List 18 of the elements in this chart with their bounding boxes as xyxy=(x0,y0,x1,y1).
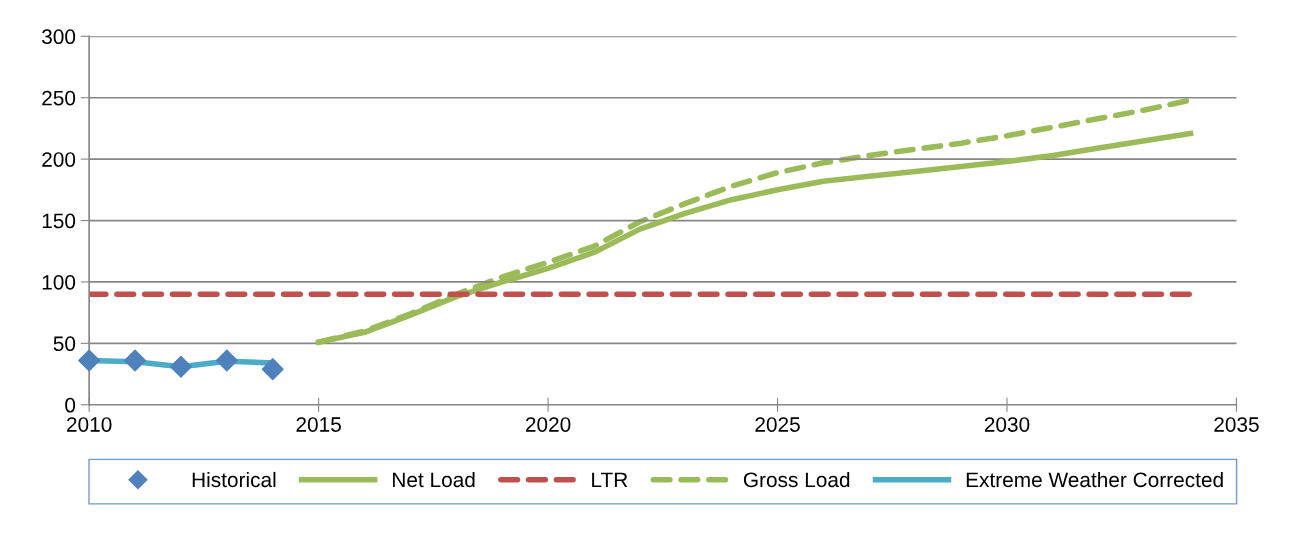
y-tick-label: 50 xyxy=(53,336,76,352)
x-tick-label: 2035 xyxy=(1214,417,1259,432)
x-tick-label: 2020 xyxy=(525,417,571,432)
y-tick-label: 250 xyxy=(42,90,76,106)
legend-label: LTR xyxy=(592,472,628,487)
x-tick-label: 2025 xyxy=(755,417,800,432)
legend-label: Gross Load xyxy=(743,471,850,488)
y-tick-label: 100 xyxy=(42,274,76,290)
x-tick-label: 2015 xyxy=(296,417,341,432)
x-tick-label: 2010 xyxy=(67,417,112,432)
y-tick-label: 0 xyxy=(65,397,76,413)
legend-label: Net Load xyxy=(393,471,475,488)
x-tick-label: 2030 xyxy=(984,417,1030,432)
legend-label: Extreme Weather Corrected xyxy=(966,471,1223,488)
legend-label: Historical xyxy=(192,471,276,488)
y-tick-label: 300 xyxy=(41,29,76,45)
y-tick-label: 200 xyxy=(42,152,76,167)
y-tick-label: 150 xyxy=(42,213,76,229)
